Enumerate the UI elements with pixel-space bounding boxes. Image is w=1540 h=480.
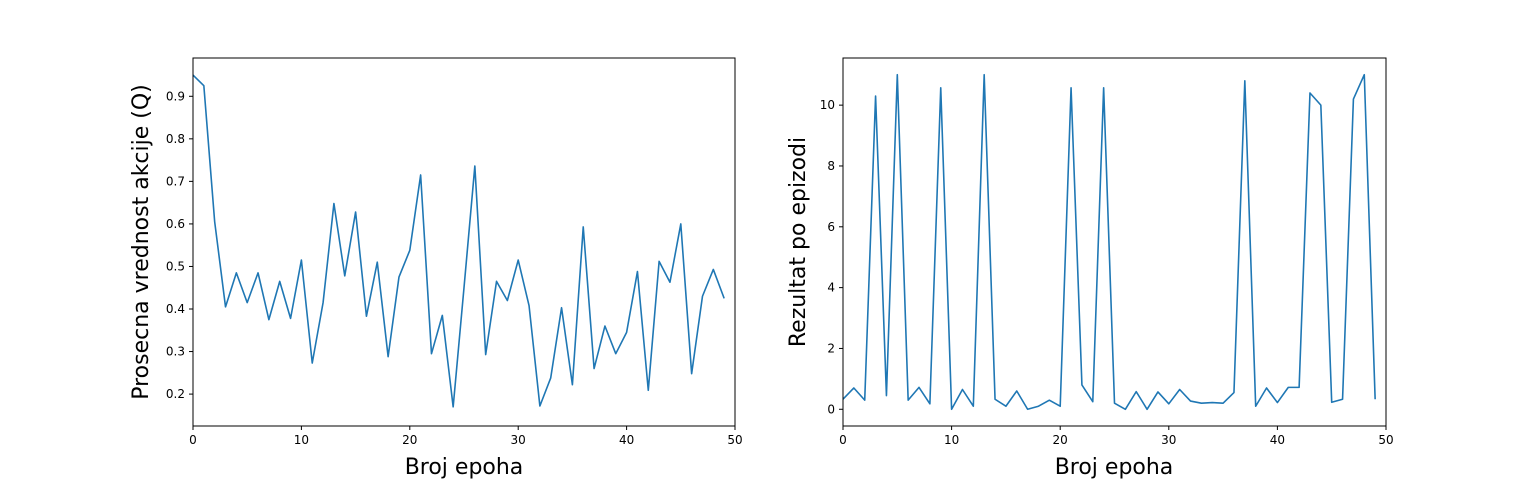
right-chart-x-tick-label: 40	[1270, 433, 1285, 447]
left-chart-x-tick-label: 0	[189, 433, 197, 447]
left-chart-y-tick-label: 0.2	[166, 387, 185, 401]
right-chart-y-tick-label: 6	[827, 220, 835, 234]
right-chart-y-tick-label: 10	[820, 98, 835, 112]
left-chart-x-tick-label: 50	[727, 433, 742, 447]
right-chart-lines	[842, 73, 1376, 411]
right-chart-y-tick-label: 2	[827, 341, 835, 355]
right-chart-x-tick-label: 50	[1378, 433, 1393, 447]
right-chart-x-tick-label: 30	[1161, 433, 1176, 447]
left-chart-x-tick-label: 20	[402, 433, 417, 447]
right-chart-y-tick-label: 8	[827, 159, 835, 173]
right-chart-y-tick-label: 0	[827, 402, 835, 416]
left-chart-frame	[192, 57, 736, 427]
right-chart-y-tick-label: 4	[827, 281, 835, 295]
left-chart-y-ticks: 0.2 0.3 0.4 0.5 0.6 0.7 0.8 0.9	[166, 89, 193, 401]
left-chart-y-tick-label: 0.5	[166, 259, 185, 273]
right-chart-series-line	[842, 73, 1376, 411]
left-chart-y-tick-label: 0.8	[166, 132, 185, 146]
left-chart-y-tick-label: 0.4	[166, 302, 185, 316]
left-chart-x-tick-label: 40	[619, 433, 634, 447]
right-chart-x-axis-label: Broj epoha	[1055, 455, 1174, 480]
right-chart-x-ticks: 0 10 20 30 40 50	[839, 426, 1394, 447]
left-chart-series-line	[192, 74, 725, 408]
left-chart-y-tick-label: 0.6	[166, 217, 185, 231]
left-chart: 0 10 20 30 40 50 0.2 0.3 0.4 0.5 0.6 0.7 0.8 0.9 Bro…	[129, 57, 743, 480]
right-chart-y-axis-label: Rezultat po epizodi	[786, 137, 811, 347]
right-chart-y-ticks: 0 2 4 6 8 10	[820, 98, 843, 416]
right-chart-frame	[842, 57, 1387, 427]
left-chart-x-tick-label: 10	[294, 433, 309, 447]
left-chart-x-axis-label: Broj epoha	[405, 455, 524, 480]
left-chart-y-tick-label: 0.7	[166, 174, 185, 188]
left-chart-x-ticks: 0 10 20 30 40 50	[189, 426, 743, 447]
right-chart-x-tick-label: 0	[839, 433, 847, 447]
left-chart-lines	[192, 74, 725, 408]
left-chart-x-tick-label: 30	[511, 433, 526, 447]
left-chart-y-tick-label: 0.9	[166, 89, 185, 103]
left-chart-y-tick-label: 0.3	[166, 345, 185, 359]
right-chart-x-tick-label: 20	[1053, 433, 1068, 447]
right-chart: 0 10 20 30 40 50 0 2 4 6 8 10 Broj epoha Rezultat …	[786, 57, 1394, 480]
right-chart-x-tick-label: 10	[944, 433, 959, 447]
left-chart-y-axis-label: Prosecna vrednost akcije (Q)	[129, 84, 154, 400]
